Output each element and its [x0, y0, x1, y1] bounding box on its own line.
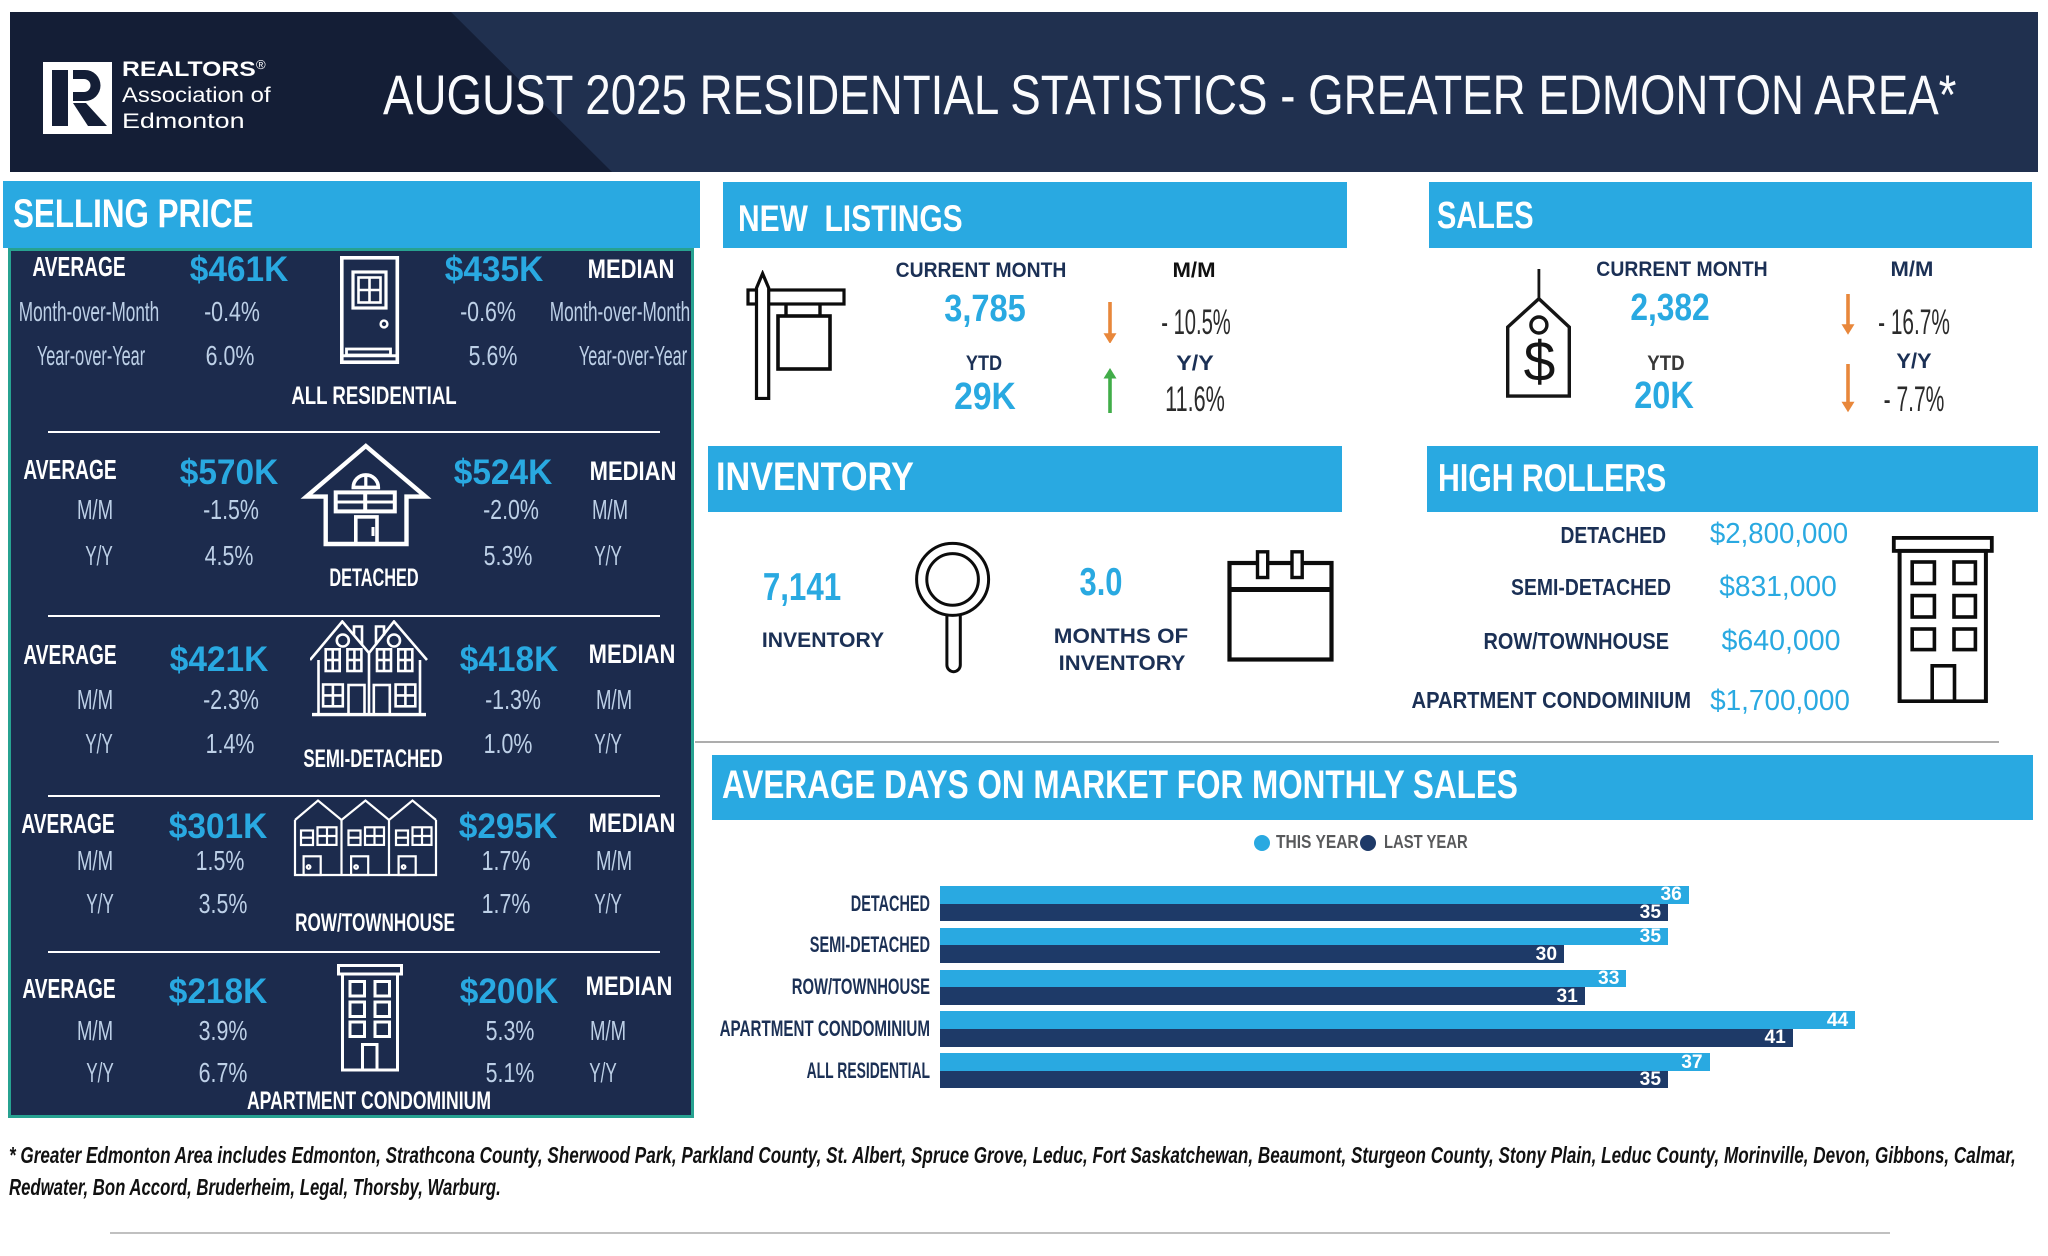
svg-text:$: $: [1524, 330, 1556, 394]
